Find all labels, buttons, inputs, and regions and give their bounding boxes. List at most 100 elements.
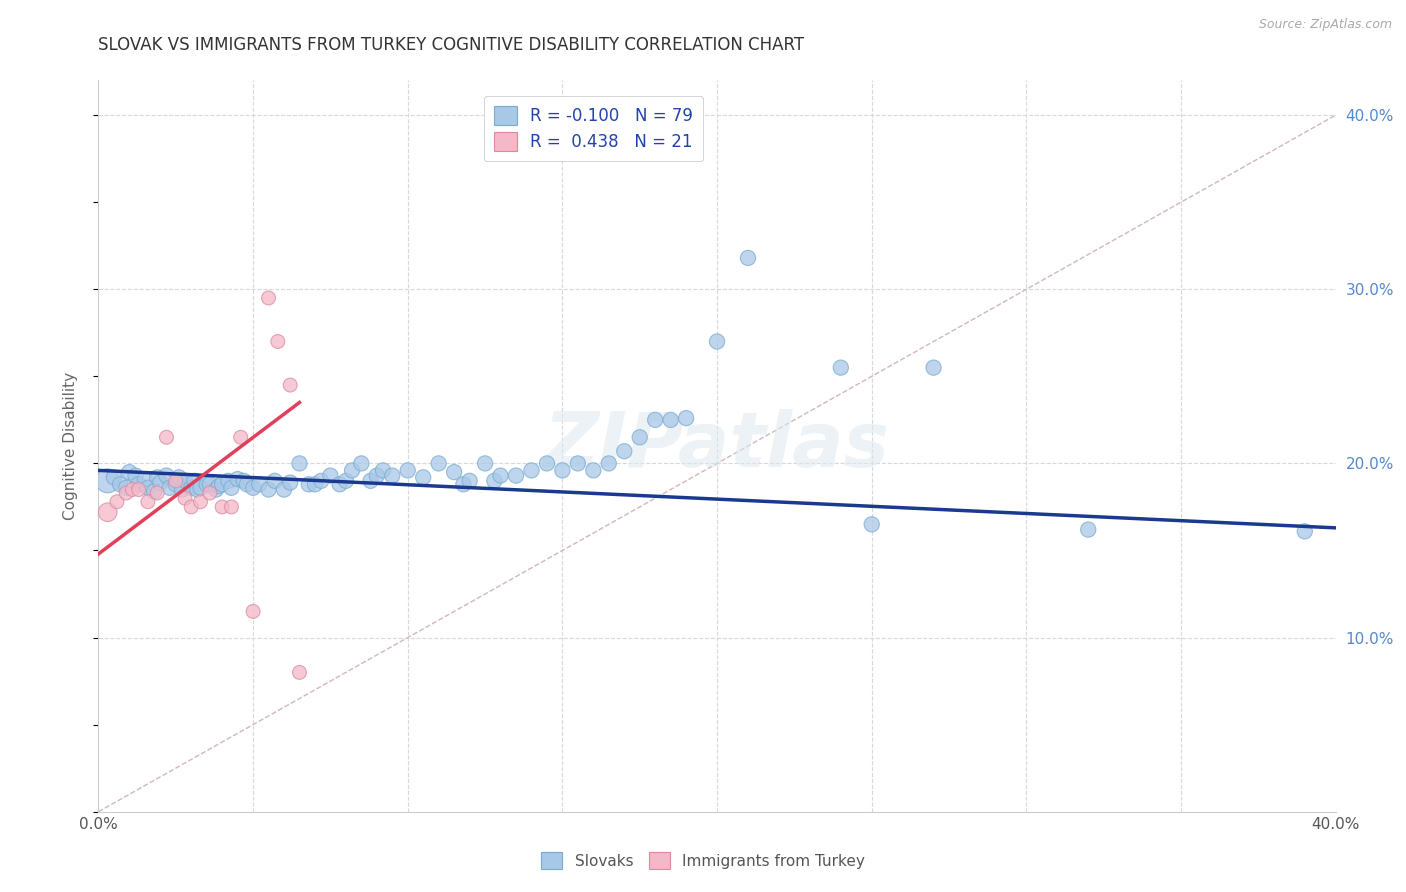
Point bbox=[830, 360, 852, 375]
Point bbox=[396, 463, 419, 477]
Point bbox=[136, 494, 159, 508]
Point bbox=[180, 500, 202, 514]
Point bbox=[922, 360, 945, 375]
Point bbox=[1077, 523, 1099, 537]
Point bbox=[484, 474, 506, 488]
Point bbox=[659, 413, 682, 427]
Point bbox=[505, 468, 527, 483]
Point bbox=[108, 477, 131, 491]
Point bbox=[567, 457, 589, 471]
Point bbox=[190, 481, 212, 495]
Point bbox=[159, 481, 181, 495]
Point bbox=[211, 500, 233, 514]
Point bbox=[628, 430, 651, 444]
Point bbox=[360, 474, 382, 488]
Point bbox=[221, 500, 243, 514]
Point bbox=[236, 477, 259, 491]
Point bbox=[155, 468, 177, 483]
Point bbox=[335, 474, 357, 488]
Point bbox=[198, 477, 221, 491]
Point bbox=[381, 468, 404, 483]
Point bbox=[118, 465, 141, 479]
Point bbox=[186, 483, 208, 497]
Point bbox=[229, 430, 252, 444]
Text: SLOVAK VS IMMIGRANTS FROM TURKEY COGNITIVE DISABILITY CORRELATION CHART: SLOVAK VS IMMIGRANTS FROM TURKEY COGNITI… bbox=[98, 36, 804, 54]
Point bbox=[536, 457, 558, 471]
Point bbox=[453, 477, 475, 491]
Point bbox=[128, 483, 150, 497]
Point bbox=[412, 470, 434, 484]
Point bbox=[860, 517, 883, 532]
Point bbox=[582, 463, 605, 477]
Point bbox=[443, 465, 465, 479]
Point bbox=[1294, 524, 1316, 539]
Point bbox=[167, 470, 190, 484]
Point bbox=[551, 463, 574, 477]
Point bbox=[319, 468, 342, 483]
Point bbox=[458, 474, 481, 488]
Point bbox=[613, 444, 636, 458]
Point bbox=[183, 474, 205, 488]
Point bbox=[288, 457, 311, 471]
Legend: R = -0.100   N = 79, R =  0.438   N = 21: R = -0.100 N = 79, R = 0.438 N = 21 bbox=[484, 96, 703, 161]
Point bbox=[520, 463, 543, 477]
Point bbox=[174, 491, 197, 506]
Point bbox=[427, 457, 450, 471]
Point bbox=[134, 472, 156, 486]
Point bbox=[121, 483, 143, 497]
Point bbox=[706, 334, 728, 349]
Point bbox=[304, 477, 326, 491]
Point bbox=[136, 481, 159, 495]
Point bbox=[371, 463, 394, 477]
Point bbox=[474, 457, 496, 471]
Point bbox=[242, 481, 264, 495]
Point bbox=[644, 413, 666, 427]
Point bbox=[146, 470, 169, 484]
Point bbox=[198, 486, 221, 500]
Point bbox=[366, 468, 388, 483]
Point bbox=[242, 604, 264, 618]
Point bbox=[232, 474, 254, 488]
Point bbox=[489, 468, 512, 483]
Text: Source: ZipAtlas.com: Source: ZipAtlas.com bbox=[1258, 18, 1392, 31]
Point bbox=[143, 484, 166, 499]
Point bbox=[329, 477, 352, 491]
Point bbox=[350, 457, 373, 471]
Point bbox=[267, 334, 290, 349]
Point bbox=[190, 494, 212, 508]
Point bbox=[340, 463, 363, 477]
Point bbox=[165, 477, 187, 491]
Point bbox=[278, 475, 301, 490]
Point bbox=[273, 483, 295, 497]
Point bbox=[737, 251, 759, 265]
Point bbox=[115, 486, 138, 500]
Point bbox=[165, 474, 187, 488]
Legend: Slovaks, Immigrants from Turkey: Slovaks, Immigrants from Turkey bbox=[534, 846, 872, 875]
Point bbox=[97, 505, 120, 519]
Point bbox=[675, 411, 697, 425]
Point bbox=[128, 477, 150, 491]
Point bbox=[124, 468, 146, 483]
Point bbox=[598, 457, 620, 471]
Point bbox=[309, 474, 332, 488]
Point bbox=[180, 481, 202, 495]
Point bbox=[105, 494, 128, 508]
Y-axis label: Cognitive Disability: Cognitive Disability bbox=[63, 372, 77, 520]
Point bbox=[97, 474, 120, 488]
Point bbox=[208, 479, 231, 493]
Point bbox=[257, 291, 280, 305]
Point bbox=[217, 474, 239, 488]
Point bbox=[170, 483, 193, 497]
Point bbox=[257, 483, 280, 497]
Point bbox=[226, 472, 249, 486]
Point bbox=[155, 430, 177, 444]
Point bbox=[211, 477, 233, 491]
Point bbox=[205, 483, 228, 497]
Point bbox=[115, 481, 138, 495]
Point bbox=[195, 477, 218, 491]
Point bbox=[174, 474, 197, 488]
Point bbox=[288, 665, 311, 680]
Point bbox=[298, 477, 321, 491]
Text: ZIPatlas: ZIPatlas bbox=[544, 409, 890, 483]
Point bbox=[278, 378, 301, 392]
